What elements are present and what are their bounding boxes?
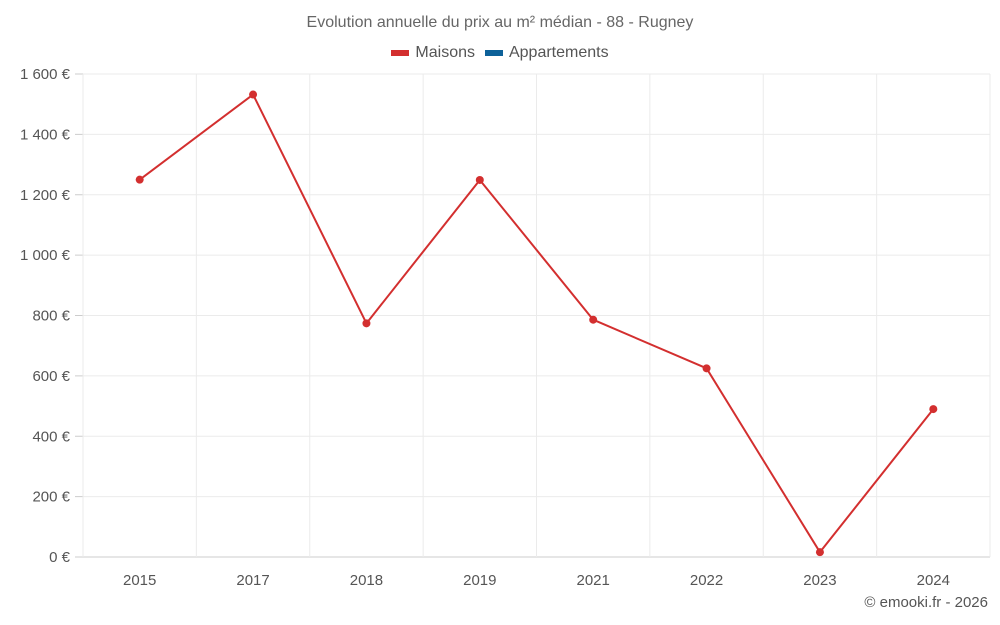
- legend-label-maisons: Maisons: [415, 44, 475, 61]
- x-tick-label: 2021: [577, 572, 610, 589]
- legend-swatch-maisons: [391, 50, 410, 56]
- data-point: [702, 364, 711, 373]
- data-point: [815, 548, 824, 557]
- x-tick-label: 2018: [350, 572, 383, 589]
- series-line-maisons: [139, 93, 935, 554]
- x-tick-label: 2015: [123, 572, 156, 589]
- data-point: [589, 315, 598, 324]
- legend: Maisons Appartements: [0, 44, 1000, 62]
- y-tick-label: 1 000 €: [20, 247, 71, 264]
- y-tick-label: 1 200 €: [20, 187, 71, 204]
- y-tick-label: 400 €: [32, 428, 70, 445]
- data-point: [362, 319, 371, 328]
- y-tick-label: 800 €: [32, 308, 70, 325]
- y-tick-label: 200 €: [32, 489, 70, 506]
- legend-item-appartements[interactable]: Appartements: [484, 44, 609, 62]
- data-point: [249, 90, 258, 99]
- y-tick-label: 1 600 €: [20, 66, 71, 83]
- legend-label-appartements: Appartements: [508, 44, 609, 61]
- y-tick-label: 1 400 €: [20, 126, 71, 143]
- x-tick-label: 2023: [803, 572, 836, 589]
- y-tick-label: 0 €: [49, 549, 71, 566]
- x-tick-label: 2017: [236, 572, 269, 589]
- data-point: [929, 405, 938, 414]
- legend-item-maisons[interactable]: Maisons: [391, 44, 475, 62]
- x-tick-label: 2022: [690, 572, 723, 589]
- x-tick-label: 2019: [463, 572, 496, 589]
- y-tick-label: 600 €: [32, 368, 70, 385]
- credit-text: © emooki.fr - 2026: [864, 594, 988, 611]
- legend-swatch-appartements: [484, 50, 503, 56]
- x-tick-label: 2024: [917, 572, 950, 589]
- data-point: [475, 175, 484, 184]
- chart-title: Evolution annuelle du prix au m² médian …: [306, 14, 694, 31]
- data-point: [135, 175, 144, 184]
